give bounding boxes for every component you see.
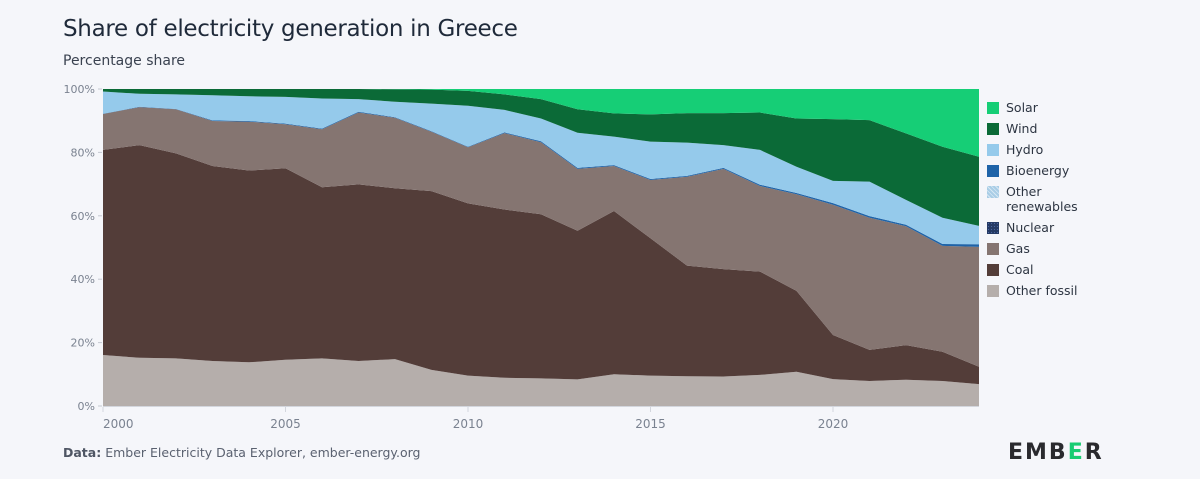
y-tick-label: 20% (71, 337, 95, 350)
x-tick-label: 2005 (270, 417, 301, 431)
x-axis: 2000 2005 2010 2015 2020 (102, 406, 979, 431)
legend-swatch (987, 264, 999, 276)
area-gas (103, 107, 979, 367)
legend-item-nuclear: Nuclear (987, 220, 1107, 235)
legend-label: Bioenergy (1006, 163, 1070, 178)
legend-label: Wind (1006, 121, 1038, 136)
area-wind (103, 89, 979, 226)
legend-swatch (987, 144, 999, 156)
legend-swatch (987, 102, 999, 114)
x-tick-label: 2020 (818, 417, 849, 431)
legend-item-bioenergy: Bioenergy (987, 163, 1107, 178)
logo-right: R (1084, 440, 1104, 465)
legend-swatch (987, 243, 999, 255)
logo-accent-letter: E (1067, 440, 1085, 465)
legend-swatch (987, 186, 999, 198)
legend-item-solar: Solar (987, 100, 1107, 115)
legend-label: Solar (1006, 100, 1038, 115)
legend-item-other-renewables: Other renewables (987, 184, 1107, 214)
logo-left: EMB (1008, 440, 1068, 465)
y-axis: 0% 20% 40% 60% 80% 100% (64, 83, 102, 413)
legend-item-hydro: Hydro (987, 142, 1107, 157)
legend-label: Other fossil (1006, 283, 1078, 298)
legend-swatch (987, 165, 999, 177)
area-solar (103, 89, 979, 157)
x-tick-label: 2000 (103, 417, 134, 431)
legend-label: Gas (1006, 241, 1030, 256)
legend-swatch (987, 123, 999, 135)
x-tick-label: 2010 (453, 417, 484, 431)
area-coal (103, 145, 979, 385)
ember-logo: EMBER (1008, 440, 1104, 465)
area-other-fossil (103, 355, 979, 406)
y-tick-label: 60% (71, 210, 95, 223)
legend-swatch (987, 285, 999, 297)
legend-label: Hydro (1006, 142, 1044, 157)
y-tick-label: 0% (78, 400, 95, 413)
y-tick-label: 80% (71, 146, 95, 159)
legend-item-other-fossil: Other fossil (987, 283, 1107, 298)
legend-label: Coal (1006, 262, 1034, 277)
legend-swatch (987, 222, 999, 234)
y-tick-label: 100% (64, 83, 95, 96)
source-text: Ember Electricity Data Explorer, ember-e… (105, 445, 421, 460)
source-note: Data: Ember Electricity Data Explorer, e… (63, 445, 421, 460)
chart-subtitle: Percentage share (63, 53, 186, 69)
legend-label: Other renewables (1006, 184, 1078, 214)
area-hydro (103, 91, 979, 245)
source-prefix: Data: (63, 445, 102, 460)
legend: Solar Wind Hydro Bioenergy Other renewables N… (987, 100, 1107, 304)
legend-item-wind: Wind (987, 121, 1107, 136)
y-tick-label: 40% (71, 273, 95, 286)
x-tick-label: 2015 (635, 417, 666, 431)
legend-item-gas: Gas (987, 241, 1107, 256)
legend-label: Nuclear (1006, 220, 1055, 235)
legend-item-coal: Coal (987, 262, 1107, 277)
series-areas (103, 89, 979, 406)
chart-title: Share of electricity generation in Greec… (63, 16, 518, 42)
